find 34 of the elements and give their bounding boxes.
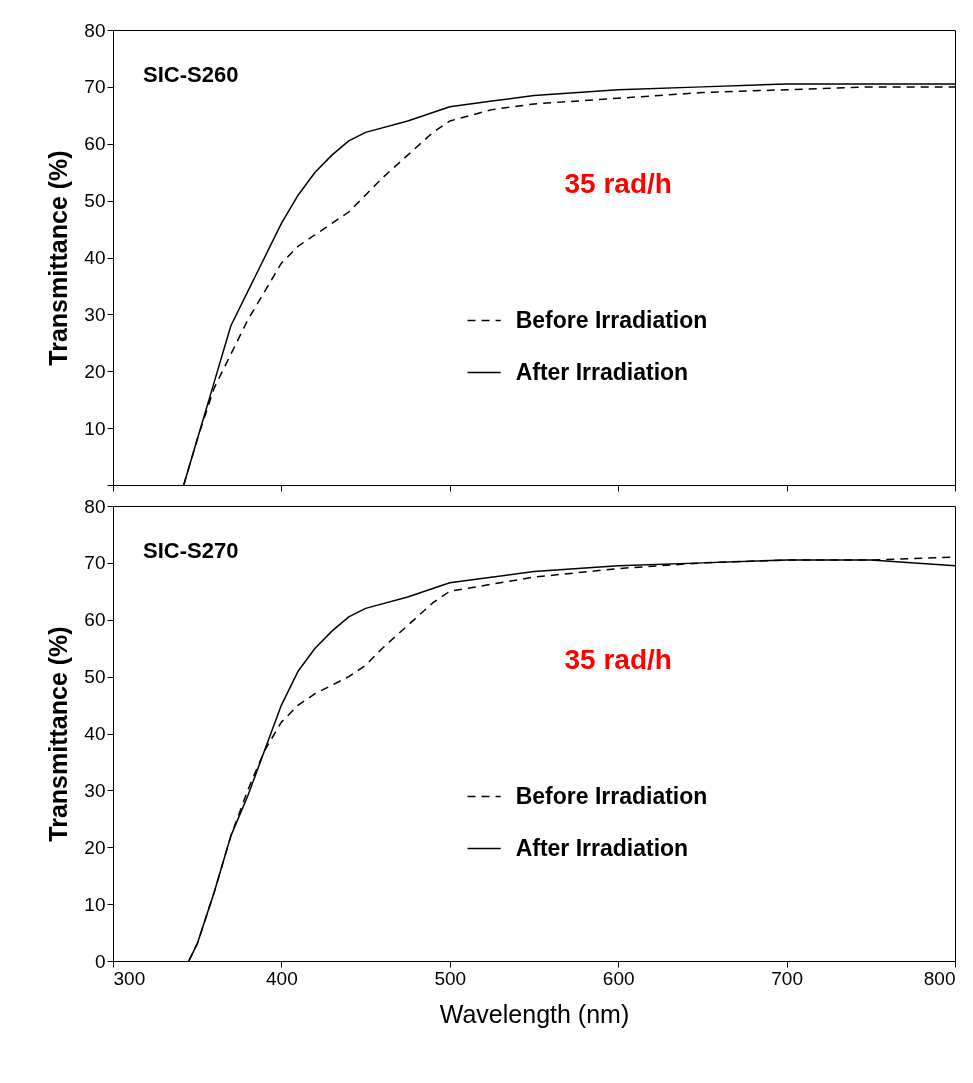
legend-label: Before Irradiation (515, 306, 708, 333)
x-tick-label: 500 (434, 967, 467, 989)
x-axis-title: Wavelength (nm) (439, 999, 630, 1028)
legend-label: After Irradiation (515, 834, 689, 861)
y-tick-label: 40 (84, 723, 106, 744)
x-tick-label: 600 (602, 967, 635, 989)
y-tick-label: 20 (84, 836, 106, 858)
y-tick-label: 40 (84, 247, 106, 268)
y-tick-label: 80 (84, 19, 106, 41)
y-tick-label: 60 (84, 133, 106, 155)
y-axis-title: Transmittance (%) (44, 626, 73, 842)
x-tick-label: 400 (266, 967, 298, 989)
x-tick-label: 300 (113, 967, 146, 989)
x-tick-label: 700 (771, 967, 803, 989)
y-tick-label: 50 (84, 666, 106, 688)
annotation: SIC-S260 (143, 62, 239, 87)
y-axis-title: Transmittance (%) (44, 150, 73, 366)
annotation: 35 rad/h (564, 167, 672, 199)
y-tick-label: 0 (94, 950, 106, 972)
y-tick-label: 70 (84, 76, 106, 98)
legend-label: Before Irradiation (515, 782, 708, 809)
x-tick-label: 800 (923, 967, 956, 989)
y-tick-label: 50 (84, 190, 106, 212)
y-tick-label: 10 (84, 893, 106, 915)
y-tick-label: 60 (84, 609, 106, 631)
y-tick-label: 10 (84, 417, 106, 439)
annotation: 35 rad/h (564, 643, 672, 675)
y-tick-label: 30 (84, 779, 106, 801)
annotation: SIC-S270 (143, 538, 239, 563)
y-tick-label: 20 (84, 360, 106, 382)
y-tick-label: 80 (84, 495, 106, 517)
legend-label: After Irradiation (515, 358, 689, 385)
y-tick-label: 30 (84, 303, 106, 325)
y-tick-label: 70 (84, 552, 106, 574)
